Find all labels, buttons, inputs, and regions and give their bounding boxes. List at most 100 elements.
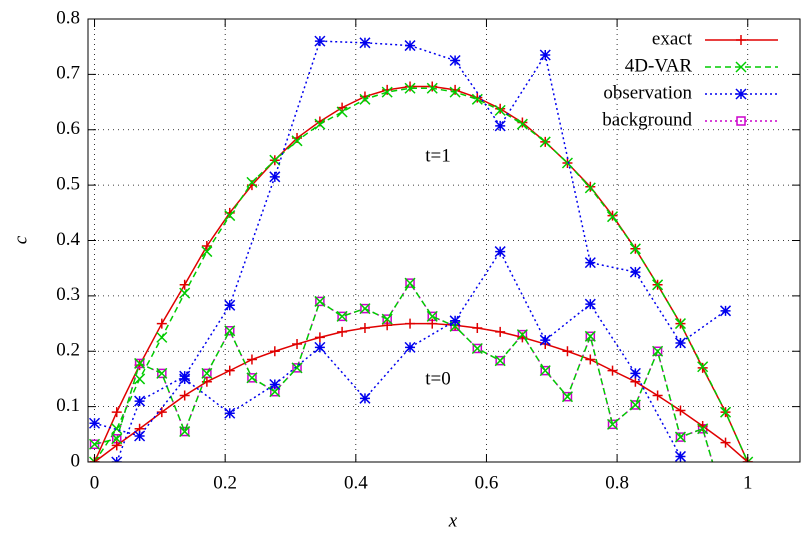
marker: [674, 318, 686, 330]
legend-label: background: [602, 109, 692, 130]
marker: [201, 367, 213, 379]
marker: [156, 331, 168, 343]
series-line: [116, 40, 726, 462]
y-tick-label: 0.2: [56, 340, 80, 361]
marker: [246, 176, 258, 188]
marker: [111, 407, 122, 418]
legend-label: 4D-VAR: [625, 55, 693, 76]
marker: [495, 355, 505, 366]
marker: [561, 157, 573, 169]
marker: [450, 84, 461, 95]
marker: [562, 346, 573, 357]
marker: [426, 310, 438, 322]
y-tick-label: 0.8: [56, 7, 80, 28]
marker: [179, 426, 191, 438]
marker: [675, 432, 686, 442]
marker: [247, 373, 257, 383]
marker: [585, 354, 596, 365]
marker: [359, 392, 371, 404]
marker: [404, 40, 416, 52]
marker: [675, 405, 686, 416]
marker: [405, 81, 416, 92]
marker: [720, 437, 731, 448]
marker: [629, 367, 641, 379]
x-tick-label: 0.8: [605, 472, 629, 493]
legend-label: exact: [652, 28, 693, 49]
marker: [89, 438, 101, 450]
marker: [134, 357, 146, 369]
marker: [156, 318, 167, 329]
y-tick-label: 0.7: [56, 63, 80, 84]
marker: [427, 318, 438, 329]
marker: [629, 399, 641, 411]
grid: [88, 18, 800, 463]
marker: [426, 82, 438, 94]
marker: [315, 296, 325, 307]
marker: [539, 136, 551, 148]
marker: [134, 358, 145, 369]
marker: [359, 303, 371, 315]
annotation: t=1: [425, 145, 451, 166]
marker: [697, 361, 709, 373]
marker: [652, 279, 664, 291]
marker: [404, 277, 416, 289]
marker: [630, 400, 641, 410]
marker: [134, 373, 146, 385]
marker: [224, 407, 236, 419]
marker: [179, 426, 190, 437]
marker: [337, 311, 347, 322]
marker: [224, 210, 236, 222]
annotation: t=0: [425, 368, 451, 389]
marker: [156, 367, 168, 379]
marker: [449, 86, 461, 98]
y-tick-label: 0.1: [56, 395, 80, 416]
x-axis-label: x: [448, 510, 458, 531]
x-tick-label: 0.2: [213, 472, 237, 493]
series-line: [94, 250, 682, 457]
marker: [584, 330, 596, 342]
marker: [539, 49, 551, 61]
marker: [494, 246, 506, 258]
marker: [201, 246, 213, 258]
legend: exact 4D-VAR observation background: [602, 28, 778, 130]
marker: [292, 339, 303, 350]
marker: [314, 332, 325, 343]
marker: [269, 171, 281, 183]
y-tick-label: 0.3: [56, 284, 80, 305]
marker: [427, 81, 438, 92]
y-tick-label: 0.4: [56, 229, 80, 250]
y-tick-label: 0.5: [56, 173, 80, 194]
y-tick-label: 0: [71, 450, 81, 471]
marker: [89, 417, 101, 429]
marker: [495, 103, 506, 114]
marker: [224, 325, 236, 337]
marker: [405, 278, 415, 288]
marker: [246, 354, 257, 365]
legend-marker: [736, 116, 746, 126]
marker: [562, 391, 573, 402]
marker: [224, 365, 235, 376]
y-tick-label: 0.6: [56, 118, 80, 139]
marker: [314, 35, 326, 47]
marker: [157, 368, 167, 379]
marker: [111, 433, 123, 445]
marker: [246, 372, 258, 384]
marker: [359, 93, 371, 105]
series-line: [94, 322, 749, 462]
series-line: [93, 85, 749, 462]
marker: [629, 243, 641, 255]
marker: [606, 211, 619, 223]
marker: [674, 431, 686, 443]
marker: [674, 450, 686, 462]
marker: [111, 440, 122, 451]
legend-marker: [736, 35, 746, 45]
marker: [360, 303, 370, 314]
marker: [449, 55, 461, 67]
series-line: [94, 281, 714, 462]
marker: [314, 118, 326, 130]
marker: [179, 373, 191, 385]
marker: [314, 295, 326, 307]
marker: [539, 334, 551, 346]
marker: [629, 266, 641, 278]
